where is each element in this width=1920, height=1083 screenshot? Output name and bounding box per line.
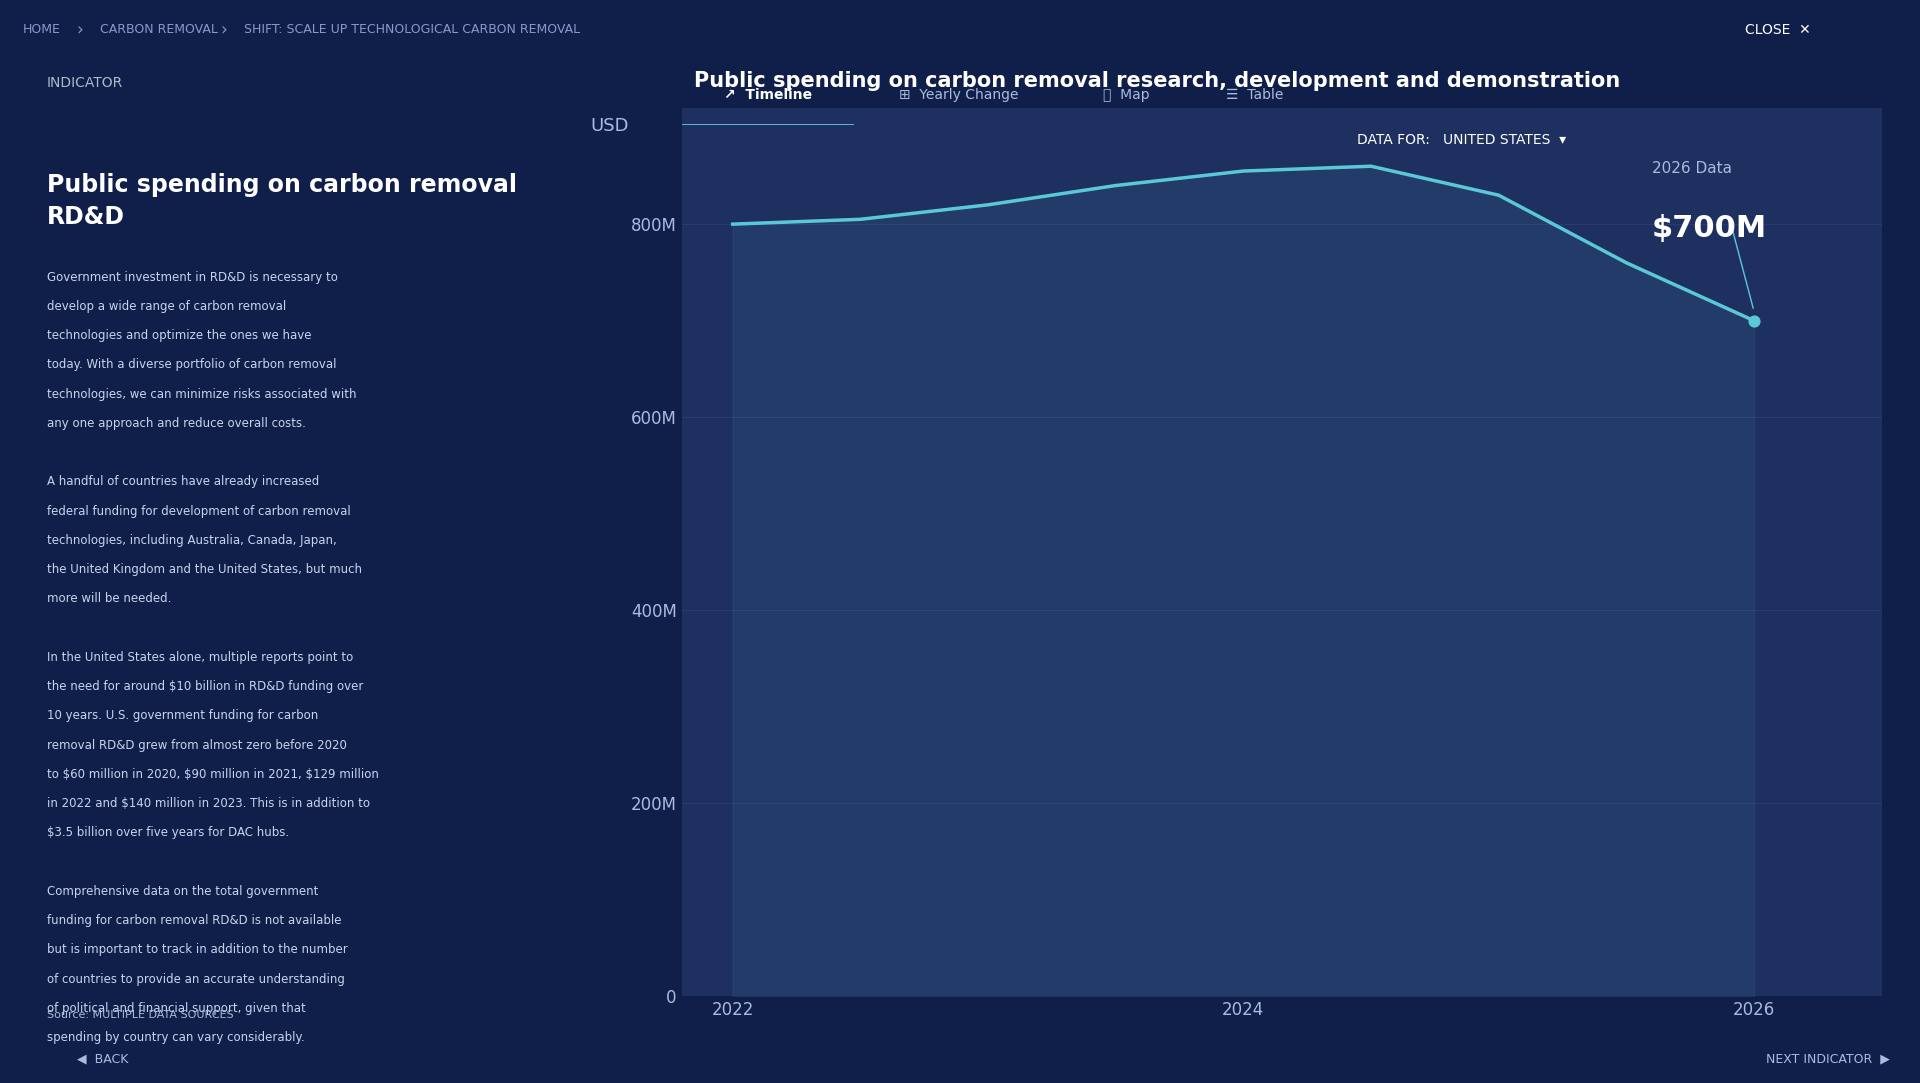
Y-axis label: USD: USD bbox=[589, 117, 630, 135]
Text: technologies, including Australia, Canada, Japan,: technologies, including Australia, Canad… bbox=[48, 534, 336, 547]
Text: Public spending on carbon removal research, development and demonstration: Public spending on carbon removal resear… bbox=[693, 71, 1620, 91]
Text: ☰  Table: ☰ Table bbox=[1227, 88, 1283, 102]
Text: $3.5 billion over five years for DAC hubs.: $3.5 billion over five years for DAC hub… bbox=[48, 826, 290, 839]
Text: DATA FOR:   UNITED STATES  ▾: DATA FOR: UNITED STATES ▾ bbox=[1357, 133, 1567, 146]
Text: more will be needed.: more will be needed. bbox=[48, 592, 171, 605]
Text: any one approach and reduce overall costs.: any one approach and reduce overall cost… bbox=[48, 417, 305, 430]
Text: the need for around $10 billion in RD&D funding over: the need for around $10 billion in RD&D … bbox=[48, 680, 363, 693]
Text: ›: › bbox=[221, 21, 228, 39]
Text: SHIFT: SCALE UP TECHNOLOGICAL CARBON REMOVAL: SHIFT: SCALE UP TECHNOLOGICAL CARBON REM… bbox=[244, 23, 580, 37]
Text: of political and financial support, given that: of political and financial support, give… bbox=[48, 1002, 305, 1015]
Text: Source: MULTIPLE DATA SOURCES: Source: MULTIPLE DATA SOURCES bbox=[48, 1010, 234, 1020]
Text: ›: › bbox=[77, 21, 84, 39]
Text: ◀  BACK: ◀ BACK bbox=[77, 1052, 129, 1066]
Text: ↗  Timeline: ↗ Timeline bbox=[724, 88, 812, 102]
Text: Government investment in RD&D is necessary to: Government investment in RD&D is necessa… bbox=[48, 271, 338, 284]
Text: develop a wide range of carbon removal: develop a wide range of carbon removal bbox=[48, 300, 286, 313]
Text: today. With a diverse portfolio of carbon removal: today. With a diverse portfolio of carbo… bbox=[48, 358, 336, 371]
Text: to $60 million in 2020, $90 million in 2021, $129 million: to $60 million in 2020, $90 million in 2… bbox=[48, 768, 378, 781]
Text: technologies and optimize the ones we have: technologies and optimize the ones we ha… bbox=[48, 329, 311, 342]
Text: CLOSE  ✕: CLOSE ✕ bbox=[1745, 23, 1811, 37]
Text: spending by country can vary considerably.: spending by country can vary considerabl… bbox=[48, 1031, 305, 1044]
Text: Comprehensive data on the total government: Comprehensive data on the total governme… bbox=[48, 885, 319, 898]
Text: NEXT INDICATOR  ▶: NEXT INDICATOR ▶ bbox=[1766, 1052, 1891, 1066]
Text: technologies, we can minimize risks associated with: technologies, we can minimize risks asso… bbox=[48, 388, 357, 401]
Text: the United Kingdom and the United States, but much: the United Kingdom and the United States… bbox=[48, 563, 363, 576]
Text: CARBON REMOVAL: CARBON REMOVAL bbox=[100, 23, 217, 37]
Text: but is important to track in addition to the number: but is important to track in addition to… bbox=[48, 943, 348, 956]
Text: removal RD&D grew from almost zero before 2020: removal RD&D grew from almost zero befor… bbox=[48, 739, 348, 752]
Point bbox=[1740, 312, 1770, 329]
Text: INDICATOR: INDICATOR bbox=[48, 76, 123, 90]
Text: In the United States alone, multiple reports point to: In the United States alone, multiple rep… bbox=[48, 651, 353, 664]
Text: funding for carbon removal RD&D is not available: funding for carbon removal RD&D is not a… bbox=[48, 914, 342, 927]
Text: ⊞  Yearly Change: ⊞ Yearly Change bbox=[899, 88, 1020, 102]
Text: in 2022 and $140 million in 2023. This is in addition to: in 2022 and $140 million in 2023. This i… bbox=[48, 797, 371, 810]
Text: $700M: $700M bbox=[1651, 214, 1766, 244]
Text: Public spending on carbon removal
RD&D: Public spending on carbon removal RD&D bbox=[48, 173, 516, 229]
Text: A handful of countries have already increased: A handful of countries have already incr… bbox=[48, 475, 319, 488]
Text: federal funding for development of carbon removal: federal funding for development of carbo… bbox=[48, 505, 351, 518]
Text: 2026 Data: 2026 Data bbox=[1651, 161, 1732, 175]
Text: 10 years. U.S. government funding for carbon: 10 years. U.S. government funding for ca… bbox=[48, 709, 319, 722]
Text: 🌐  Map: 🌐 Map bbox=[1102, 88, 1150, 102]
Text: HOME: HOME bbox=[23, 23, 61, 37]
Text: of countries to provide an accurate understanding: of countries to provide an accurate unde… bbox=[48, 973, 346, 986]
